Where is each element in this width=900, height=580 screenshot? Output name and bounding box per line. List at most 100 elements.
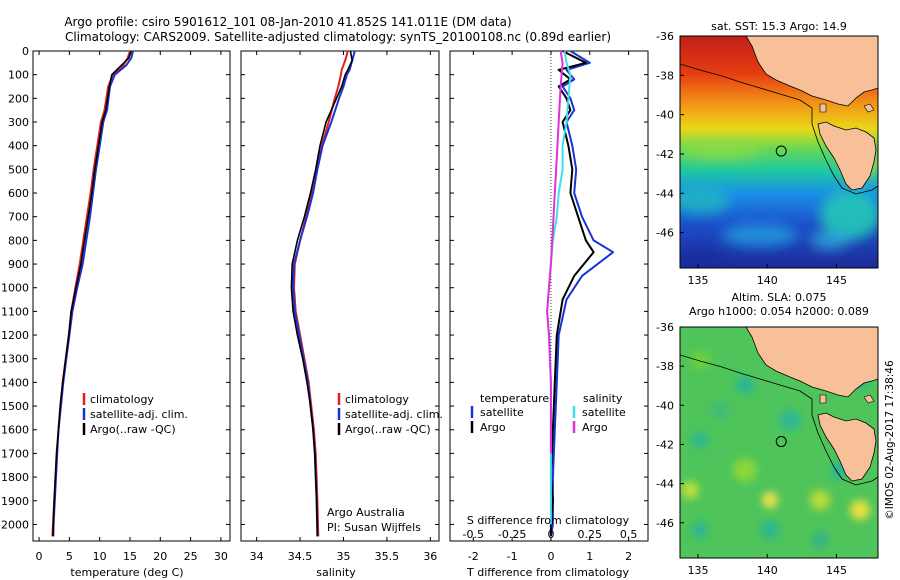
- salinity-plot: 34 34.5 35 35.5 36: [250, 50, 437, 563]
- sla-lat-tick-label: -46: [656, 517, 674, 530]
- series-line-argo-raw-qc-: [52, 50, 132, 537]
- sla-lat-tick-label: -40: [656, 399, 674, 412]
- temperature-tick-label: 20: [153, 550, 167, 563]
- legend-label-satellite: satellite-adj. clim.: [90, 408, 188, 421]
- salinity-difference-tick-label: -0.5: [463, 528, 484, 541]
- figure-title-line2: Climatology: CARS2009. Satellite-adjuste…: [65, 30, 611, 44]
- sla-isobath: [680, 354, 878, 486]
- depth-axis: 0 100 200 300 400 500 600 700 800 900 1000 1100 1200…: [1, 45, 648, 531]
- series-line-climatology: [293, 50, 349, 537]
- legend-label-argo: Argo(..raw -QC): [90, 423, 176, 436]
- depth-tick-label: 1500: [1, 400, 29, 413]
- sst-lon-tick-label: 145: [826, 274, 847, 287]
- sla-lat-tick-label: -42: [656, 438, 674, 451]
- salinity-tick-label: 36: [423, 550, 437, 563]
- depth-tick-label: 200: [8, 92, 29, 105]
- temperature-difference-tick-label: -1: [507, 550, 518, 563]
- temperature-difference-tick-label: 0: [547, 550, 554, 563]
- depth-tick-label: 1200: [1, 329, 29, 342]
- temperature-difference-tick-label: 2: [625, 550, 632, 563]
- depth-tick-label: 100: [8, 69, 29, 82]
- sst-lat-tick-label: -40: [656, 109, 674, 122]
- depth-tick-label: 1100: [1, 305, 29, 318]
- legend-header-temperature: temperature: [480, 392, 549, 405]
- sst-lon-tick-label: 140: [757, 274, 778, 287]
- sla-king-island: [819, 394, 827, 404]
- temperature-plot: 0 5 10 15 20 25 30: [36, 50, 228, 563]
- sla-lat-tick-label: -38: [656, 360, 674, 373]
- legend-label-s-argo: Argo: [582, 421, 608, 434]
- legend-label-climatology: climatology: [345, 393, 409, 406]
- sla-lon-tick-label: 135: [688, 564, 709, 577]
- depth-tick-label: 800: [8, 234, 29, 247]
- series-line-argo-raw-qc-: [290, 50, 354, 537]
- sst-isobath: [680, 63, 878, 195]
- sst-king-island: [819, 103, 827, 113]
- temperature-tick-label: 0: [36, 550, 43, 563]
- difference-legend: temperature salinity satellite Argo sate…: [470, 392, 626, 434]
- depth-tick-label: 400: [8, 140, 29, 153]
- salinity-difference-tick-label: 0.5: [620, 528, 638, 541]
- depth-tick-label: 1000: [1, 282, 29, 295]
- sla-field-variations: [681, 350, 870, 548]
- sst-lat-tick-label: -42: [656, 148, 674, 161]
- sst-tasmania: [817, 121, 877, 191]
- depth-tick-label: 1800: [1, 471, 29, 484]
- temperature-xlabel: temperature (deg C): [70, 566, 183, 579]
- depth-tick-label: 900: [8, 258, 29, 271]
- sst-map-axes: 135 140 145 -36 -38 -40 -42 -44 -46: [656, 30, 847, 287]
- depth-tick-label: 1600: [1, 424, 29, 437]
- legend-label-s-satellite: satellite: [582, 406, 626, 419]
- temperature-tick-label: 5: [66, 550, 73, 563]
- salinity-legend: climatology satellite-adj. clim. Argo(..…: [337, 393, 443, 436]
- sla-lat-tick-label: -44: [656, 478, 674, 491]
- temperature-legend: climatology satellite-adj. clim. Argo(..…: [82, 393, 188, 436]
- salinity-xlabel: salinity: [316, 566, 356, 579]
- series-line-satellite-adj-clim-: [292, 50, 356, 537]
- sla-flinders-island: [863, 394, 875, 404]
- sla-mainland: [745, 327, 878, 398]
- depth-tick-label: 1700: [1, 447, 29, 460]
- depth-tick-label: 300: [8, 116, 29, 129]
- sst-lat-tick-label: -36: [656, 30, 674, 43]
- depth-tick-label: 600: [8, 187, 29, 200]
- sst-map-title: sat. SST: 15.3 Argo: 14.9: [711, 20, 847, 33]
- sla-map-axes: 135 140 145 -36 -38 -40 -42 -44 -46: [656, 321, 847, 577]
- difference-plot: -2 -1 0 1 2-0.5 -0.25 0 0.25 0.5: [463, 50, 638, 563]
- legend-header-salinity: salinity: [583, 392, 623, 405]
- imos-timestamp: ©IMOS 02-Aug-2017 17:38:46: [884, 360, 896, 520]
- sst-map-frame: [679, 35, 879, 269]
- salinity-tick-label: 35.5: [375, 550, 400, 563]
- depth-tick-label: 700: [8, 211, 29, 224]
- difference-line-3: [546, 50, 564, 454]
- temperature-tick-label: 15: [123, 550, 137, 563]
- sst-lat-tick-label: -44: [656, 187, 674, 200]
- sst-argo-location-marker: [775, 145, 787, 157]
- temperature-tick-label: 30: [214, 550, 228, 563]
- difference-line-0: [549, 50, 615, 537]
- difference-line-1: [549, 50, 595, 537]
- figure-title-line1: Argo profile: csiro 5901612_101 08-Jan-2…: [64, 15, 511, 29]
- sst-map: [680, 36, 878, 268]
- sla-lon-tick-label: 145: [826, 564, 847, 577]
- sla-map: [680, 327, 878, 558]
- depth-tick-label: 2000: [1, 518, 29, 531]
- sst-flinders-island: [863, 103, 875, 113]
- legend-label-t-satellite: satellite: [480, 406, 524, 419]
- series-line-satellite-adj-clim-: [52, 50, 134, 537]
- temperature-tick-label: 10: [93, 550, 107, 563]
- sst-lon-tick-label: 135: [688, 274, 709, 287]
- salinity-difference-tick-label: 0.25: [578, 528, 603, 541]
- salinity-tick-label: 35: [336, 550, 350, 563]
- legend-label-climatology: climatology: [90, 393, 154, 406]
- legend-label-satellite: satellite-adj. clim.: [345, 408, 443, 421]
- depth-tick-label: 1400: [1, 376, 29, 389]
- sst-mainland: [745, 36, 878, 107]
- difference-xlabel: T difference from climatology: [466, 566, 629, 579]
- salinity-difference-tick-label: -0.25: [498, 528, 526, 541]
- sst-lat-tick-label: -38: [656, 69, 674, 82]
- difference-panel-frame: [449, 50, 649, 542]
- series-line-climatology: [51, 50, 131, 537]
